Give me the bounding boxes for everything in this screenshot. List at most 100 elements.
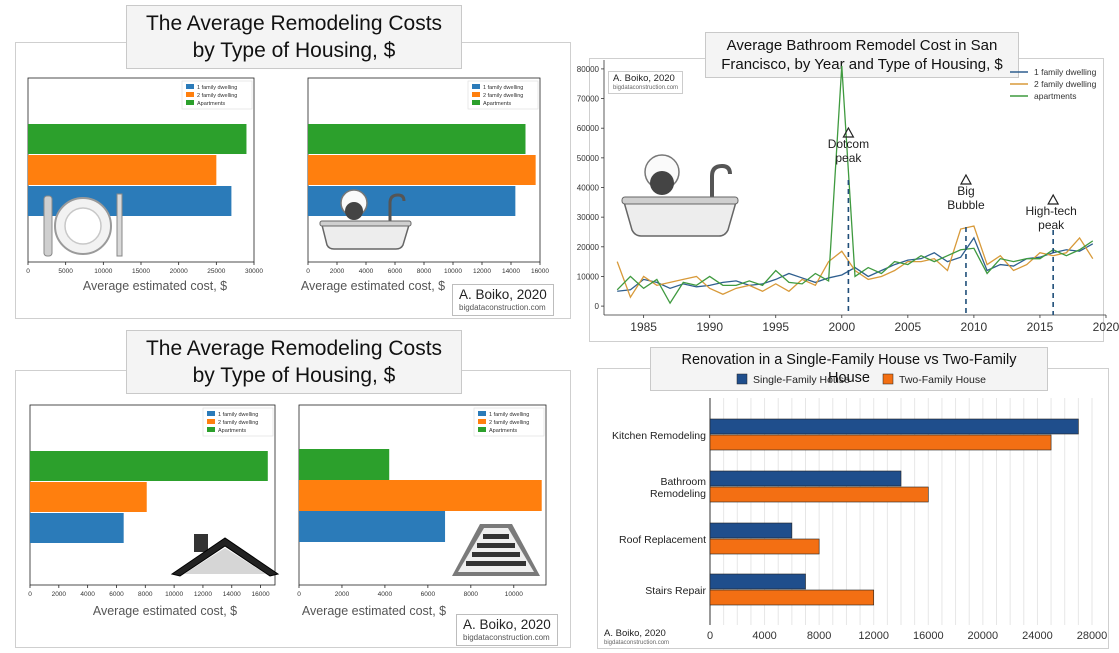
category-label: Stairs Repair bbox=[645, 585, 706, 597]
legend-entry: apartments bbox=[1034, 91, 1077, 101]
y-tick-label: 50000 bbox=[577, 154, 600, 163]
warning-icon bbox=[959, 173, 972, 185]
bar-1-family-dwelling bbox=[30, 513, 124, 543]
x-tick-label: 0 bbox=[707, 630, 713, 642]
title-line-1: Average Bathroom Remodel Cost in San bbox=[726, 37, 998, 54]
bar-single-family-house bbox=[709, 573, 806, 590]
x-tick-label: 4000 bbox=[752, 630, 776, 642]
legend-entry: Apartments bbox=[483, 101, 511, 107]
warning-icon bbox=[842, 126, 855, 138]
legend-swatch bbox=[736, 373, 748, 385]
top-left-watermark: A. Boiko, 2020 bigdataconstruction.com bbox=[452, 284, 554, 316]
author: A. Boiko, 2020 bbox=[613, 73, 675, 84]
legend-swatch bbox=[207, 427, 215, 432]
legend-entry: Two-Family House bbox=[899, 374, 986, 386]
legend-swatch bbox=[207, 419, 215, 424]
x-tick-label: 12000 bbox=[473, 268, 491, 275]
y-tick-label: 40000 bbox=[577, 184, 600, 193]
legend-swatch bbox=[882, 373, 894, 385]
x-tick-label: 2010 bbox=[961, 320, 988, 334]
x-tick-label: 2000 bbox=[52, 591, 67, 598]
x-tick-label: 10000 bbox=[505, 591, 523, 598]
legend-entry: 1 family dwelling bbox=[489, 412, 529, 418]
bathtub-icon bbox=[319, 189, 412, 250]
legend-entry: 2 family dwelling bbox=[1034, 79, 1097, 89]
x-tick-label: 0 bbox=[26, 268, 30, 275]
bar-apartments bbox=[308, 124, 526, 154]
x-tick-label: 16000 bbox=[252, 591, 270, 598]
y-tick-label: 0 bbox=[595, 302, 600, 311]
website: bigdataconstruction.com bbox=[613, 85, 679, 91]
x-tick-label: 6000 bbox=[388, 268, 403, 275]
x-tick-label: 6000 bbox=[421, 591, 436, 598]
legend-entry: 1 family dwelling bbox=[1034, 67, 1097, 77]
legend-entry: 2 family dwelling bbox=[197, 93, 237, 99]
category-label: Roof Replacement bbox=[619, 534, 706, 546]
grouped-bar-title: Renovation in a Single-Family House vs T… bbox=[650, 347, 1048, 391]
plate-icon bbox=[43, 193, 123, 257]
x-tick-label: 14000 bbox=[502, 268, 520, 275]
line-apartments bbox=[616, 65, 1094, 305]
legend-entry: 2 family dwelling bbox=[483, 93, 523, 99]
title-line-2: by Type of Housing, $ bbox=[192, 39, 396, 62]
legend-swatch bbox=[472, 100, 480, 105]
annotation-label: peak bbox=[835, 151, 862, 165]
bathtub-icon bbox=[621, 154, 739, 237]
bar-1-family-dwelling bbox=[299, 511, 446, 542]
category-label: Remodeling bbox=[650, 488, 706, 500]
legend-swatch bbox=[472, 84, 480, 89]
author: A. Boiko, 2020 bbox=[463, 617, 551, 632]
stairs-icon bbox=[452, 524, 540, 576]
y-tick-label: 20000 bbox=[577, 243, 600, 252]
x-tick-label: 2020 bbox=[1093, 320, 1119, 334]
x-tick-label: 4000 bbox=[378, 591, 393, 598]
bar-2-family-dwelling bbox=[30, 482, 147, 512]
kitchen-xlabel: Average estimated cost, $ bbox=[82, 279, 228, 293]
x-tick-label: 0 bbox=[297, 591, 301, 598]
bar-apartments bbox=[28, 124, 247, 154]
x-tick-label: 4000 bbox=[80, 591, 95, 598]
bar-2-family-dwelling bbox=[308, 155, 536, 185]
legend-entry: 1 family dwelling bbox=[218, 412, 258, 418]
x-tick-label: 8000 bbox=[807, 630, 831, 642]
x-tick-label: 25000 bbox=[207, 268, 225, 275]
x-tick-label: 2000 bbox=[335, 591, 350, 598]
bottom-left-watermark: A. Boiko, 2020 bigdataconstruction.com bbox=[456, 614, 558, 646]
legend-swatch bbox=[207, 411, 215, 416]
title-line-1: The Average Remodeling Costs bbox=[145, 12, 443, 35]
x-tick-label: 2000 bbox=[330, 268, 345, 275]
author: A. Boiko, 2020 bbox=[604, 628, 666, 639]
legend-entry: Single-Family House bbox=[753, 374, 850, 386]
legend-swatch bbox=[478, 419, 486, 424]
x-tick-label: 2015 bbox=[1027, 320, 1054, 334]
legend-entry: Apartments bbox=[218, 428, 246, 434]
x-tick-label: 2000 bbox=[828, 320, 855, 334]
top-left-title: The Average Remodeling Costs by Type of … bbox=[126, 5, 462, 69]
warning-icon bbox=[1047, 193, 1060, 205]
legend-swatch bbox=[478, 411, 486, 416]
category-label: Kitchen Remodeling bbox=[612, 430, 706, 442]
bar-2-family-dwelling bbox=[299, 480, 542, 511]
x-tick-label: 0 bbox=[28, 591, 32, 598]
x-tick-label: 12000 bbox=[194, 591, 212, 598]
legend-entry: 1 family dwelling bbox=[197, 85, 237, 91]
x-tick-label: 1985 bbox=[630, 320, 657, 334]
line-chart-watermark: A. Boiko, 2020 bigdataconstruction.com bbox=[608, 71, 684, 94]
annotation-label: Bubble bbox=[947, 198, 985, 212]
bar-two-family-house bbox=[709, 434, 1052, 451]
title-line-2: Francisco, by Year and Type of Housing, … bbox=[721, 56, 1003, 73]
reroofing-xlabel: Average estimated cost, $ bbox=[92, 604, 238, 618]
legend-swatch bbox=[478, 427, 486, 432]
annotation-label: peak bbox=[1038, 218, 1065, 232]
bar-apartments bbox=[30, 451, 268, 481]
x-tick-label: 20000 bbox=[968, 630, 999, 642]
legend-entry: 2 family dwelling bbox=[489, 420, 529, 426]
legend-swatch bbox=[186, 100, 194, 105]
x-tick-label: 8000 bbox=[417, 268, 432, 275]
x-tick-label: 2005 bbox=[894, 320, 921, 334]
x-tick-label: 10000 bbox=[444, 268, 462, 275]
y-tick-label: 80000 bbox=[577, 65, 600, 74]
bar-single-family-house bbox=[709, 522, 793, 539]
stairs-xlabel: Average estimated cost, $ bbox=[301, 604, 447, 618]
x-tick-label: 10000 bbox=[165, 591, 183, 598]
